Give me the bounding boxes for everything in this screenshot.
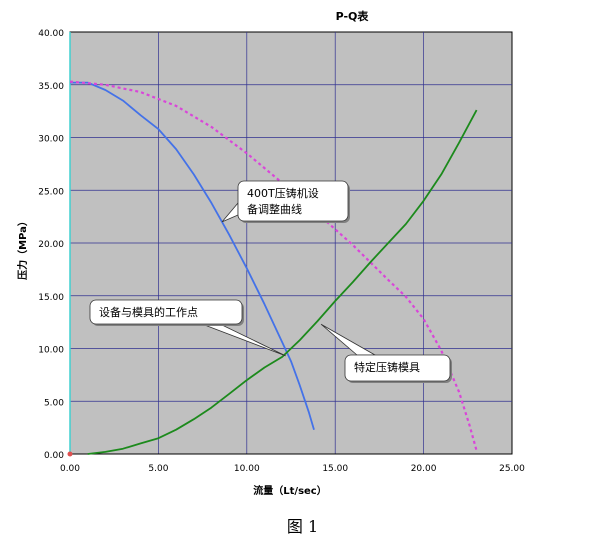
y-tick-label: 25.00 xyxy=(38,187,64,197)
annotation-text: 备调整曲线 xyxy=(247,202,302,216)
pq-chart: 0.00 5.00 10.00 15.00 20.00 25.00 30.00 35.00 40… xyxy=(16,9,525,497)
x-axis-ticks: 0.00 5.00 10.00 15.00 20.00 25.00 xyxy=(60,464,525,474)
annotation-text: 设备与模具的工作点 xyxy=(99,305,198,319)
x-axis-label: 流量（Lt/sec） xyxy=(253,484,326,497)
x-tick-label: 25.00 xyxy=(499,464,525,474)
figure-caption: 图 1 xyxy=(286,517,319,536)
grid-lines xyxy=(69,32,512,455)
x-tick-label: 10.00 xyxy=(234,464,260,474)
x-tick-label: 20.00 xyxy=(411,464,437,474)
x-tick-label: 5.00 xyxy=(148,464,168,474)
y-tick-label: 40.00 xyxy=(38,29,64,39)
series-line-1 xyxy=(70,81,315,430)
annotation-callout: 特定压铸模具 xyxy=(320,323,452,383)
series-line-2 xyxy=(69,80,478,452)
y-tick-label: 20.00 xyxy=(38,240,64,250)
annotation-box xyxy=(344,354,451,382)
y-tick-label: 5.00 xyxy=(44,398,64,408)
y-axis-ticks: 0.00 5.00 10.00 15.00 20.00 25.00 30.00 35.00 40… xyxy=(38,29,64,461)
annotation-callout: 设备与模具的工作点 xyxy=(89,299,286,357)
x-tick-label: 0.00 xyxy=(60,464,80,474)
annotation-box xyxy=(237,180,349,222)
annotation-box xyxy=(89,299,243,325)
y-axis-label: 压力（MPa） xyxy=(16,216,29,280)
origin-marker xyxy=(67,451,73,457)
annotation-text: 400T压铸机设 xyxy=(247,186,319,200)
y-tick-label: 15.00 xyxy=(38,293,64,303)
y-tick-label: 35.00 xyxy=(38,82,64,92)
y-tick-label: 10.00 xyxy=(38,346,64,356)
series-group xyxy=(67,80,478,457)
chart-title: P-Q表 xyxy=(336,9,370,23)
series-line-3 xyxy=(87,109,478,455)
annotation-text: 特定压铸模具 xyxy=(354,360,420,374)
y-tick-label: 30.00 xyxy=(38,135,64,145)
x-tick-label: 15.00 xyxy=(322,464,348,474)
y-tick-label: 0.00 xyxy=(44,451,64,461)
